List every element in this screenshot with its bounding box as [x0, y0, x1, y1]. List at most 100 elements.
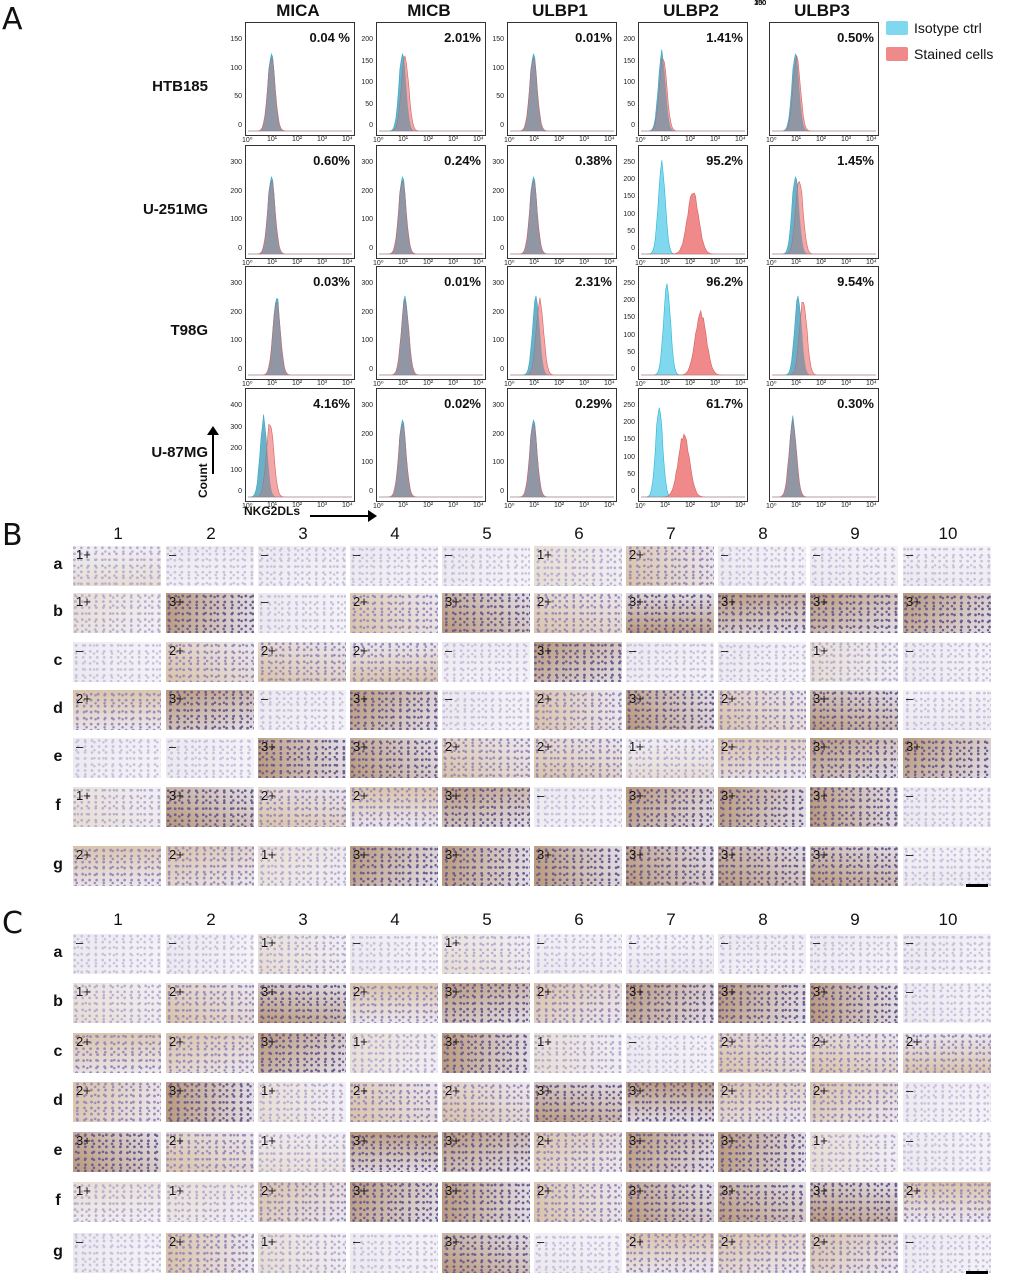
ihc-tile-d-5: 2+ [442, 1082, 530, 1122]
column-header-8: 8 [758, 524, 768, 543]
positive-percentage: 0.01% [444, 274, 481, 289]
y-tick-label: 200 [492, 430, 504, 438]
y-tick-label: 0 [369, 366, 373, 373]
ihc-tile-g-1: 2+ [73, 846, 161, 886]
staining-score: 3+ [629, 847, 644, 862]
histogram-htb185-ulbp2: 1.41% [638, 22, 748, 136]
x-tick-label: 10² [423, 259, 434, 266]
x-tick-label: 10⁰ [635, 137, 646, 144]
stained-curve [772, 55, 876, 132]
x-tick-label: 10⁴ [473, 259, 484, 266]
staining-score: 2+ [537, 1183, 552, 1198]
histogram-plot [248, 176, 352, 255]
stained-curve [641, 192, 745, 255]
y-tick-label: 200 [623, 176, 635, 184]
histogram-u-87mg-ulbp3: 0.30% [769, 388, 879, 502]
y-tick-label: 100 [492, 459, 504, 467]
staining-score: 2+ [169, 984, 184, 999]
cell-line-u-87mg: U-87MG [151, 444, 208, 461]
x-tick-label: 10⁰ [242, 381, 253, 388]
x-tick-label: 10⁴ [735, 259, 746, 266]
stained-curve [772, 180, 876, 255]
histogram-htb185-ulbp3: 0.50% [769, 22, 879, 136]
ihc-tile-d-1: 2+ [73, 690, 161, 730]
staining-score: 3+ [445, 1133, 460, 1148]
panel-b-label: B [2, 518, 23, 553]
ihc-tile-f-8: 3+ [718, 787, 806, 827]
y-tick-label: 50 [758, 0, 766, 7]
y-tick-label: 50 [627, 348, 635, 356]
x-tick-label: 10¹ [660, 136, 671, 143]
x-tick-label: 10² [423, 136, 434, 143]
ihc-tile-c-3: 2+ [258, 642, 346, 682]
x-tick-label: 10⁴ [342, 502, 353, 509]
staining-score: 1+ [261, 847, 276, 862]
overlap-curve [772, 415, 876, 497]
x-tick-label: 10¹ [660, 502, 671, 509]
row-label-e: e [53, 1142, 63, 1159]
ihc-tile-g-3: 1+ [258, 1233, 346, 1273]
positive-percentage: 0.50% [837, 30, 874, 45]
x-tick-label: 10⁴ [342, 136, 353, 143]
cell-line-u-251mg: U-251MG [142, 201, 208, 218]
x-tick-label: 10⁰ [504, 260, 515, 267]
ihc-tile-e-4: 3+ [350, 738, 438, 778]
histogram-u-251mg-ulbp2: 95.2% [638, 145, 748, 259]
row-label-c: c [53, 652, 63, 669]
y-tick-label: 50 [627, 227, 635, 235]
positive-percentage: 0.01% [575, 30, 612, 45]
y-tick-label: 300 [230, 280, 242, 287]
staining-score: 1+ [261, 1234, 276, 1249]
x-tick-label: 10⁴ [473, 380, 484, 387]
staining-score: 3+ [813, 739, 828, 754]
ihc-tile-a-2: – [166, 546, 254, 586]
staining-score: 3+ [629, 788, 644, 803]
y-tick-label: 100 [361, 337, 373, 345]
positive-percentage: 95.2% [706, 153, 743, 168]
y-tick-label: 0 [500, 122, 504, 129]
ihc-tile-b-2: 2+ [166, 983, 254, 1023]
x-tick-label: 10² [292, 136, 303, 143]
y-tick-label: 300 [230, 423, 242, 431]
ihc-tile-a-2: – [166, 934, 254, 974]
ihc-tile-c-9: 2+ [810, 1033, 898, 1073]
staining-score: 2+ [721, 1083, 736, 1098]
isotype-curve [772, 53, 876, 132]
staining-score: 1+ [353, 1034, 368, 1049]
staining-score: 3+ [813, 1183, 828, 1198]
x-axis-arrow-line [310, 515, 370, 517]
histogram-plot [641, 283, 745, 376]
stained-curve [248, 180, 352, 255]
x-tick-label: 10³ [579, 136, 590, 143]
staining-score: 3+ [445, 984, 460, 999]
x-tick-label: 10¹ [398, 502, 409, 509]
y-tick-label: 100 [623, 79, 635, 86]
y-tick-label: 0 [369, 245, 373, 252]
histogram-u-87mg-micb: 0.02% [376, 388, 486, 502]
x-tick-label: 10⁰ [373, 260, 384, 267]
staining-score: 1+ [537, 547, 552, 562]
ihc-tile-d-3: – [258, 690, 346, 730]
ihc-tile-c-4: 1+ [350, 1033, 438, 1073]
column-header-5: 5 [482, 524, 492, 543]
ihc-tile-g-2: 2+ [166, 846, 254, 886]
column-header-1: 1 [113, 524, 123, 543]
x-tick-label: 10¹ [529, 259, 540, 266]
staining-score: – [353, 935, 361, 950]
ihc-tile-a-3: – [258, 546, 346, 586]
x-tick-label: 10¹ [398, 259, 409, 266]
isotype-curve [248, 53, 352, 132]
y-tick-label: 100 [361, 459, 373, 467]
row-label-c: c [53, 1043, 63, 1060]
positive-percentage: 0.24% [444, 153, 481, 168]
ihc-tile-d-6: 2+ [534, 690, 622, 730]
staining-score: 2+ [537, 1133, 552, 1148]
staining-score: – [629, 1034, 637, 1049]
histogram-htb185-ulbp1: 0.01% [507, 22, 617, 136]
ihc-tile-e-5: 2+ [442, 738, 530, 778]
x-tick-label: 10³ [448, 502, 459, 509]
staining-score: 3+ [353, 691, 368, 706]
x-tick-label: 10³ [841, 136, 852, 143]
ihc-tile-c-6: 3+ [534, 642, 622, 682]
staining-score: 2+ [76, 1034, 91, 1049]
